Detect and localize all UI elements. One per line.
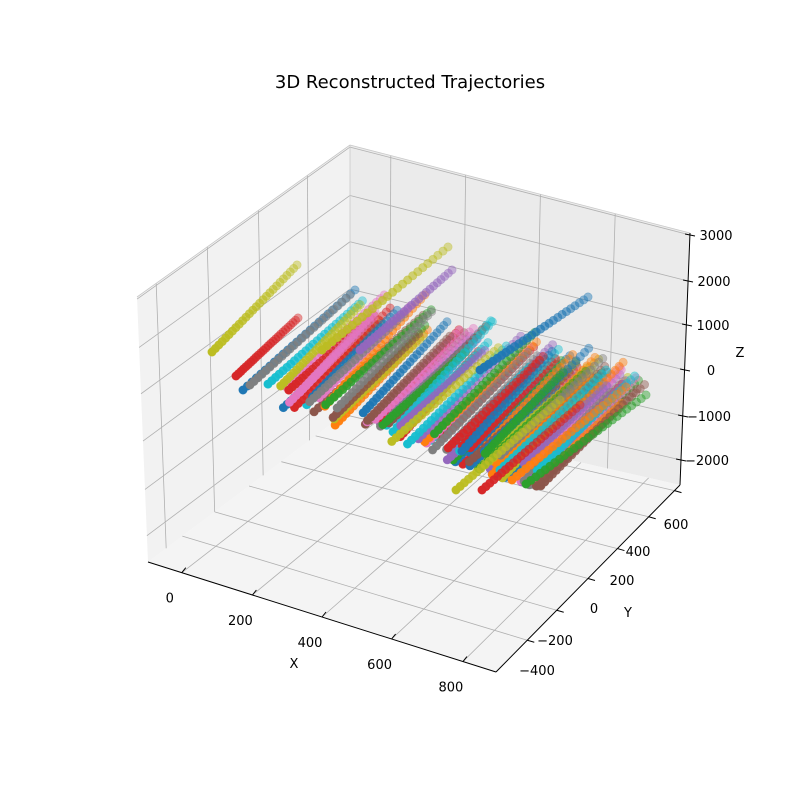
x-axis: 0 200 400 600 800 X <box>147 561 497 696</box>
z-tick-label: 0 <box>707 364 715 379</box>
z-axis: −2000 −1000 0 1000 2000 3000 Z <box>675 229 745 486</box>
trajectory-series <box>362 331 455 425</box>
z-tick-label: 3000 <box>699 229 732 244</box>
trajectory-series <box>507 382 631 485</box>
trajectory-series <box>402 341 511 449</box>
trajectory-series <box>295 307 380 397</box>
trajectory-series <box>451 395 565 495</box>
trajectory-series <box>207 260 302 357</box>
y-axis-label: Y <box>623 606 632 621</box>
trajectory-series <box>457 346 557 456</box>
x-tick-label: 800 <box>439 681 464 696</box>
trajectory-series <box>358 317 452 418</box>
trajectory-series <box>477 400 585 495</box>
y-tick-label: 0 <box>590 602 598 617</box>
z-tick-label: 1000 <box>696 319 729 334</box>
x-axis-label: X <box>290 657 299 672</box>
trajectory-series <box>245 290 355 390</box>
y-tick-label: 400 <box>626 545 651 560</box>
z-axis-label: Z <box>736 346 745 361</box>
y-axis: −400 −200 0 200 400 600 Y <box>495 484 689 679</box>
trajectory-series <box>428 347 533 455</box>
x-tick-label: 600 <box>367 658 392 673</box>
trajectory-series <box>443 351 548 453</box>
y-tick-label: −400 <box>519 664 555 679</box>
x-tick-label: 400 <box>298 636 323 651</box>
trajectory-series <box>321 305 436 410</box>
trajectory-series <box>480 367 568 458</box>
trajectory-series <box>521 390 651 489</box>
trajectory-series <box>332 307 437 413</box>
y-tick-label: 200 <box>610 574 635 589</box>
x-tick-label: 0 <box>166 592 174 607</box>
trajectories <box>207 242 651 495</box>
z-tick-label: −1000 <box>687 410 731 425</box>
trajectory-series <box>355 265 457 355</box>
chart-title: 3D Reconstructed Trajectories <box>275 72 545 93</box>
trajectory-series <box>317 242 453 355</box>
y-tick-label: 600 <box>664 518 689 533</box>
x-tick-label: 200 <box>228 614 253 629</box>
y-tick-label: −200 <box>537 634 573 649</box>
trajectory-series <box>231 313 303 381</box>
z-tick-label: 2000 <box>697 275 730 290</box>
z-tick-label: −2000 <box>685 454 729 469</box>
left-pane <box>137 145 350 562</box>
trajectory-series <box>475 292 593 375</box>
